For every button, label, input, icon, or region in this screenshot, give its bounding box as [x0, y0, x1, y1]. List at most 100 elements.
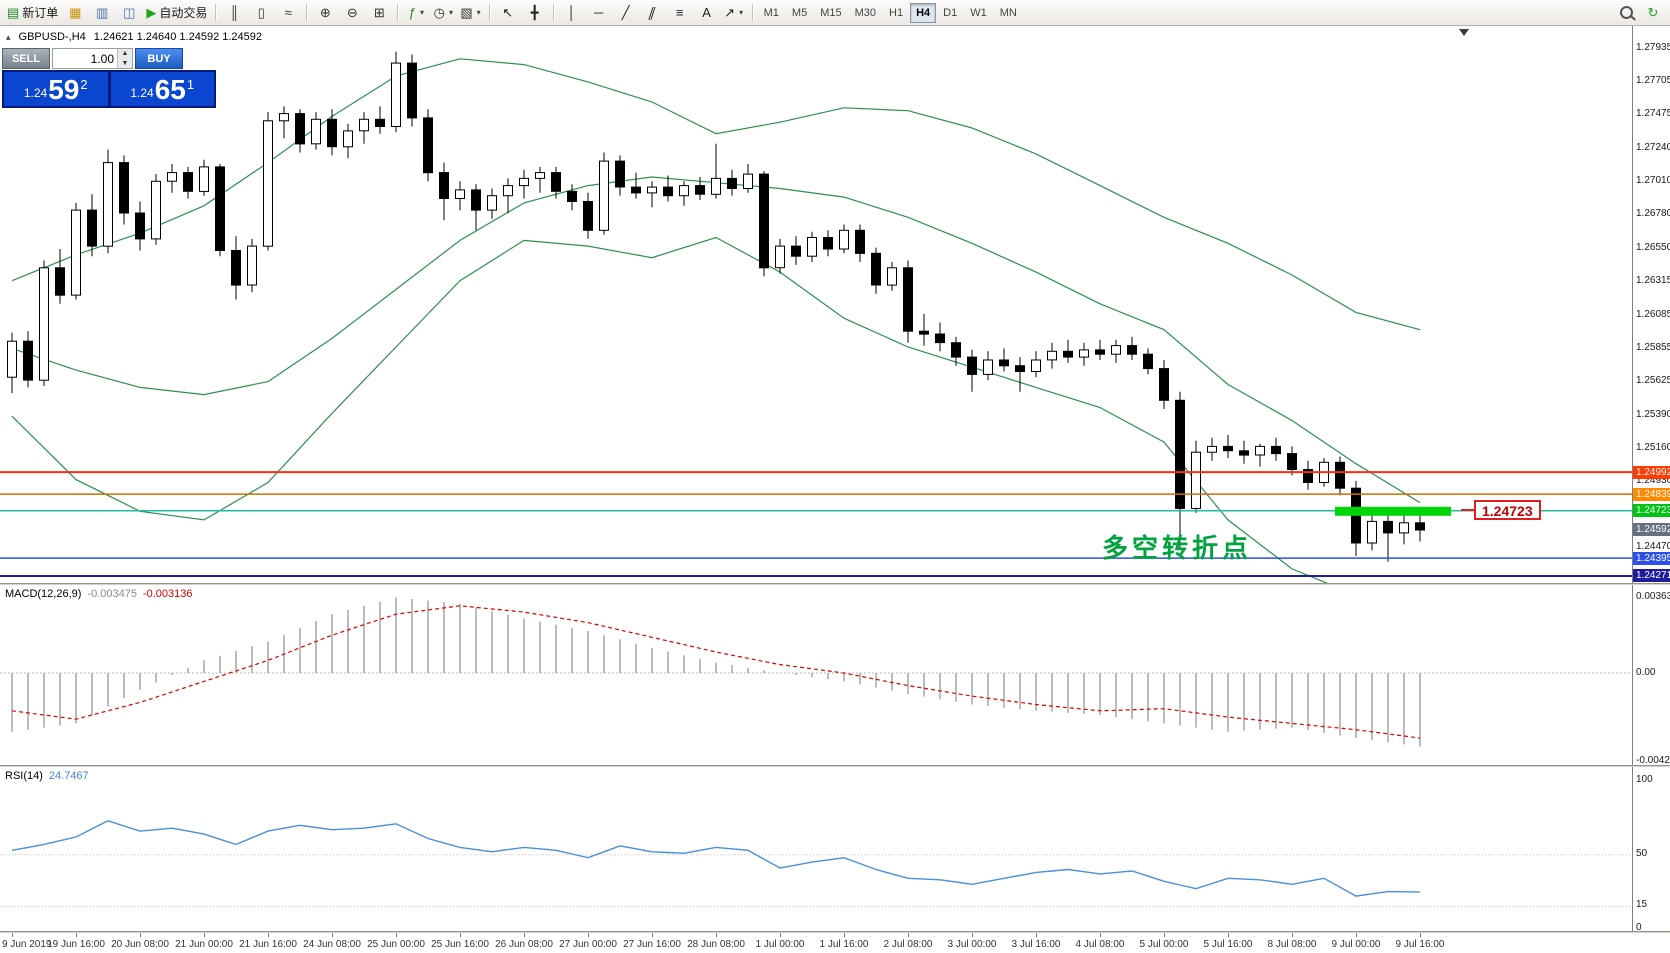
horizontal-line-icon[interactable]: ─ [586, 2, 612, 24]
navigator-icon[interactable]: ◫ [116, 2, 142, 24]
templates-dropdown[interactable]: ▧ ▾ [457, 2, 483, 24]
price-tick: 1.27240 [1636, 142, 1670, 153]
rsi-line [11, 820, 1421, 897]
volume-increase-button[interactable]: ▲ [118, 49, 132, 59]
macd-scale-value: -0.0042 [1636, 755, 1670, 766]
chart-shift-marker[interactable] [1459, 29, 1469, 36]
trendline-icon[interactable]: ╱ [613, 2, 639, 24]
sell-price-panel[interactable]: 1.24 59 2 [4, 72, 108, 106]
rsi-scale-value: 0 [1636, 922, 1642, 933]
price-tick: 1.25855 [1636, 342, 1670, 353]
timeframe-button-M5[interactable]: M5 [791, 6, 808, 19]
toolbar-separator [552, 4, 554, 21]
macd-label: MACD(12,26,9) -0.003475 -0.003136 [5, 588, 193, 600]
timeframe-button-M1[interactable]: M1 [763, 6, 779, 19]
macd-main-value: -0.003475 [87, 588, 137, 600]
timeframe-button-W1[interactable]: W1 [970, 6, 987, 19]
crosshair-icon[interactable]: ╋ [522, 2, 548, 24]
price-tick: 1.27475 [1636, 108, 1670, 119]
time-tick [652, 933, 653, 937]
time-tick [908, 933, 909, 937]
time-label: 9 Jul 16:00 [1395, 939, 1445, 950]
toolbar-separator [751, 4, 753, 21]
timeframe-button-M30[interactable]: M30 [854, 6, 877, 19]
autotrading-button[interactable]: ▶ 自动交易 [146, 5, 208, 20]
channel-icon[interactable]: ∥ [640, 2, 666, 24]
data-window-icon[interactable]: ▥ [89, 2, 115, 24]
time-tick [76, 933, 77, 937]
market-watch-icon[interactable]: ▦ [62, 2, 88, 24]
volume-input[interactable] [53, 49, 117, 68]
one-click-collapse-arrow[interactable]: ▴ [6, 31, 11, 42]
price-badge-1.24271: 1.24271 [1633, 569, 1670, 582]
rsi-label: RSI(14) 24.7467 [5, 770, 89, 782]
time-label: 5 Jul 16:00 [1203, 939, 1253, 950]
sell-button[interactable]: SELL [2, 48, 50, 69]
macd-panel-divider[interactable] [0, 583, 1670, 585]
zoom-out-icon[interactable]: ⊖ [339, 2, 365, 24]
text-icon[interactable]: A [694, 2, 720, 24]
buy-button[interactable]: BUY [135, 48, 183, 69]
rsi-panel-divider[interactable] [0, 765, 1670, 767]
turning-point-zone[interactable] [1335, 506, 1451, 516]
macd-chart[interactable] [0, 585, 1670, 765]
new-order-button[interactable]: ▤ 新订单 [7, 5, 59, 20]
zoom-in-icon[interactable]: ⊕ [312, 2, 338, 24]
timeframe-button-D1[interactable]: D1 [943, 6, 958, 19]
indicators-dropdown[interactable]: ƒ ▾ [403, 2, 429, 24]
turning-point-annotation[interactable]: 多空转折点 [1102, 533, 1253, 563]
price-tick: 1.25625 [1636, 375, 1670, 386]
time-label: 1 Jul 16:00 [819, 939, 869, 950]
arrows-icon[interactable]: ↗ ▾ [721, 2, 747, 24]
price-badge-1.24992: 1.24992 [1633, 466, 1670, 479]
timeframe-button-H1[interactable]: H1 [889, 6, 904, 19]
text-icon: A [702, 5, 711, 20]
price-badge-1.24839: 1.24839 [1633, 488, 1670, 501]
buy-price-panel[interactable]: 1.24 65 1 [110, 72, 214, 106]
time-tick [524, 933, 525, 937]
bar-chart-icon: ║ [229, 5, 239, 20]
time-tick [332, 933, 333, 937]
macd-scale-value: 0.003637 [1636, 591, 1670, 602]
vertical-line-icon: │ [567, 5, 576, 20]
autotrading-button: ▶ [146, 5, 157, 20]
line-chart-icon[interactable]: ≈ [275, 2, 301, 24]
timeframe-button-MN[interactable]: MN [999, 6, 1017, 19]
price-tick: 1.26085 [1636, 309, 1670, 320]
candlestick-chart-icon[interactable]: ▯ [248, 2, 274, 24]
time-axis[interactable]: 9 Jun 2019 19 Jun 16:00 20 Jun 08:00 21 Jun… [0, 933, 1670, 953]
tile-windows-icon[interactable]: ⊞ [366, 2, 392, 24]
sell-price-sup: 2 [80, 77, 88, 92]
zoom-out-icon: ⊖ [346, 5, 358, 20]
volume-decrease-button[interactable]: ▼ [118, 58, 132, 68]
price-chart[interactable] [0, 26, 1670, 583]
refresh-icon[interactable]: ↻ [1640, 2, 1666, 24]
vertical-line-icon[interactable]: │ [559, 2, 585, 24]
bollinger-bands [11, 58, 1421, 583]
time-tick [972, 933, 973, 937]
search-icon[interactable] [1613, 2, 1639, 24]
rsi-chart[interactable] [0, 767, 1670, 931]
price-level-callout[interactable]: 1.24723 [1474, 500, 1541, 520]
fibonacci-icon[interactable]: ≡ [667, 2, 693, 24]
macd-signal-line [11, 605, 1421, 739]
time-label: 3 Jul 00:00 [947, 939, 997, 950]
candles-series [7, 51, 1425, 562]
time-label: 25 Jun 16:00 [431, 939, 489, 950]
ohlc-values: 1.24621 1.24640 1.24592 1.24592 [93, 31, 262, 43]
time-label: 20 Jun 08:00 [111, 939, 169, 950]
timeframes-dropdown[interactable]: ◷ ▾ [430, 2, 456, 24]
bollinger-lower-band [11, 236, 1329, 583]
rsi-scale-value: 50 [1636, 848, 1648, 859]
timeframe-button-M15[interactable]: M15 [820, 6, 842, 19]
timeframe-button-H4[interactable]: H4 [910, 2, 937, 23]
bar-chart-icon[interactable]: ║ [221, 2, 247, 24]
horizontal-level-lines[interactable] [0, 471, 1632, 577]
time-label: 21 Jun 16:00 [239, 939, 297, 950]
toolbar-separator [306, 4, 308, 21]
price-scale[interactable]: 1.27935 1.27705 1.27475 1.27240 1.27010 1.267… [1632, 26, 1670, 933]
buy-price-big: 65 [154, 74, 186, 105]
toolbar-separator [488, 4, 490, 21]
cursor-icon[interactable]: ↖ [495, 2, 521, 24]
market-watch-icon: ▦ [69, 5, 82, 20]
